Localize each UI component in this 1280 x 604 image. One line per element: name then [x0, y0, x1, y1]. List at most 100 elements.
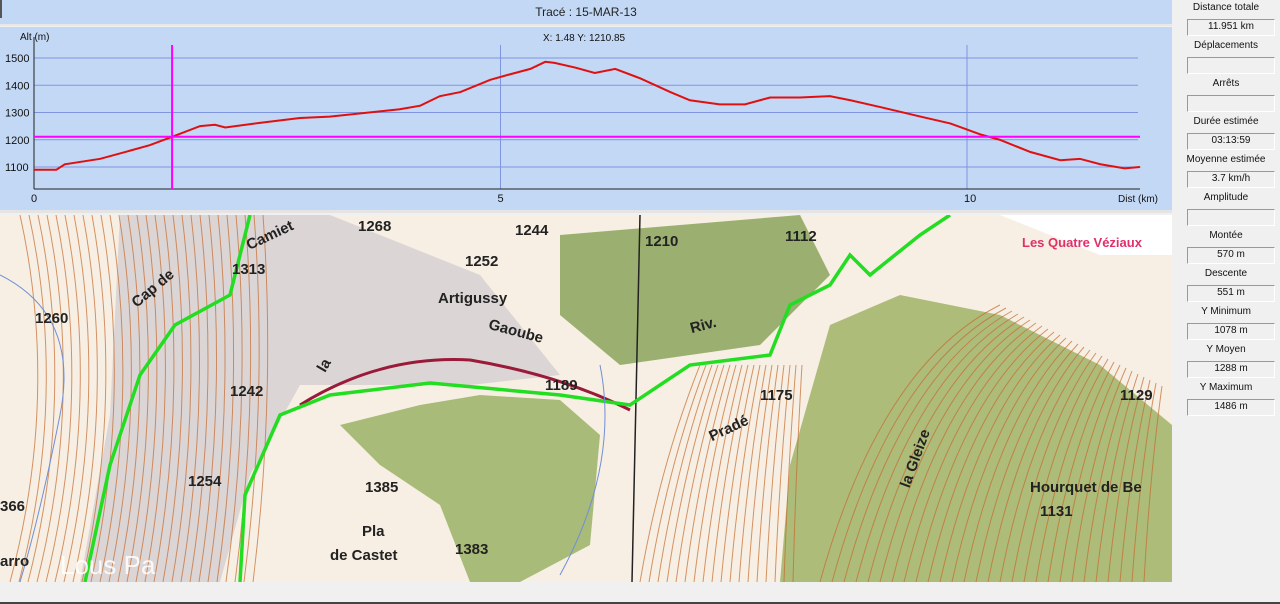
elevation-point: [63, 163, 66, 166]
elevation-point: [148, 144, 151, 146]
y-tick-label: 1200: [5, 135, 29, 147]
elevation-point: [489, 79, 492, 81]
stat-value-field: 551 m: [1187, 285, 1275, 302]
elevation-point: [849, 99, 852, 102]
map-label: 1268: [358, 218, 392, 235]
elevation-point: [398, 108, 401, 111]
y-tick-label: 1400: [5, 80, 29, 92]
map-label: 1244: [515, 222, 549, 239]
stat-value-field: 1288 m: [1187, 361, 1275, 378]
contour-lines: [9, 215, 1163, 582]
stats-panel: Distance totale 11.951 km Déplacements Arrê…: [1172, 0, 1280, 582]
elevation-point: [544, 61, 547, 63]
elevation-point: [1029, 151, 1032, 153]
elevation-point: [224, 126, 227, 129]
map-label: 1189: [545, 377, 578, 394]
elevation-chart-svg[interactable]: 1500 1400 1300 1200 1100 0 5 10 Alt (m) Dist (km)…: [0, 27, 1172, 210]
elevation-point: [1123, 167, 1126, 170]
elevation-point: [689, 99, 691, 102]
map-label: Pla: [362, 523, 385, 540]
stat-value-field: 1078 m: [1187, 323, 1275, 340]
stat-label: Distance totale: [1192, 2, 1260, 13]
elevation-point: [1079, 158, 1081, 160]
elevation-point: [949, 122, 952, 125]
map-label: Les Quatre Véziaux: [1022, 235, 1142, 250]
stat-value-field: 03:13:59: [1187, 133, 1275, 150]
stat-value-field: 3.7 km/h: [1187, 171, 1275, 188]
y-tick-label: 1500: [5, 53, 29, 65]
map-label: 1175: [760, 387, 793, 404]
elevation-point: [439, 95, 441, 97]
elevation-point: [459, 91, 462, 93]
stat-label: Arrêts: [1212, 78, 1240, 89]
elevation-line: [34, 60, 1140, 171]
elevation-point: [829, 95, 831, 97]
elevation-point: [199, 125, 201, 127]
map-label: 1129: [1120, 387, 1153, 404]
elevation-point: [1099, 163, 1102, 166]
map-label: 1313: [232, 261, 266, 278]
track-title: Tracé : 15-MAR-13: [0, 0, 1172, 26]
gps-track-east: [238, 215, 951, 582]
x-axis-label: Dist (km): [1118, 194, 1158, 205]
x-tick-label: 5: [498, 193, 504, 205]
stat-value-field: 1486 m: [1187, 399, 1275, 416]
map-watermark: Lous Pa: [60, 550, 156, 580]
y-tick-label: 1300: [5, 108, 29, 120]
elevation-point: [639, 77, 642, 80]
map-label: 1112: [785, 228, 817, 245]
elevation-point: [979, 133, 981, 136]
elevation-point: [328, 115, 331, 118]
map-label: 1131: [1040, 503, 1073, 520]
elevation-point: [574, 66, 576, 69]
elevation-point: [33, 168, 35, 171]
stat-label: Durée estimée: [1193, 116, 1259, 127]
map-label: 1385: [365, 479, 399, 496]
stat-value-field: [1187, 95, 1275, 112]
stat-label: Montée: [1209, 230, 1243, 241]
map-label: de Castet: [330, 547, 398, 564]
elevation-point: [919, 115, 922, 118]
gps-track-west: [83, 215, 252, 582]
elevation-profile-chart[interactable]: 1500 1400 1300 1200 1100 0 5 10 Alt (m) Dist (km)…: [0, 27, 1172, 213]
cursor-readout: X: 1.48 Y: 1210.85: [543, 33, 626, 44]
elevation-point: [129, 149, 131, 152]
elevation-point: [1138, 166, 1141, 168]
elevation-point: [299, 117, 301, 119]
y-axis-label: Alt (m): [20, 32, 49, 43]
elevation-point: [553, 62, 556, 64]
stat-label: Y Maximum: [1199, 382, 1253, 393]
map-label: 366: [0, 498, 26, 515]
y-tick-label: 1100: [5, 162, 29, 174]
stat-label: Amplitude: [1203, 192, 1249, 203]
stat-label: Moyenne estimée: [1186, 154, 1266, 165]
elevation-point: [509, 73, 511, 76]
stat-label: Y Minimum: [1201, 306, 1251, 317]
elevation-point: [614, 68, 617, 70]
elevation-point: [669, 91, 672, 93]
stat-label: Déplacements: [1194, 40, 1258, 51]
elevation-point: [879, 106, 882, 108]
map-label: Hourquet de Be: [1030, 479, 1142, 496]
elevation-point: [744, 103, 746, 106]
map-label: 1260: [35, 310, 69, 327]
elevation-point: [55, 168, 58, 171]
map-label: 1383: [455, 541, 489, 558]
stat-value-field: [1187, 57, 1275, 74]
stat-label: Descente: [1204, 268, 1248, 279]
map-label: 1210: [645, 233, 679, 250]
map-label: Artigussy: [438, 290, 508, 307]
elevation-point: [214, 123, 216, 126]
elevation-point: [258, 122, 261, 124]
elevation-point: [799, 96, 801, 99]
topographic-map[interactable]: Camiet 1313 1268 1244 1252 1210 1112 Les Quatre…: [0, 215, 1172, 582]
map-label: 1242: [230, 383, 264, 400]
map-label: arro: [0, 553, 30, 570]
map-label: 1254: [188, 473, 222, 490]
elevation-point: [1059, 159, 1062, 161]
stat-value-field: 11.951 km: [1187, 19, 1275, 36]
x-tick-label: 10: [964, 193, 976, 205]
elevation-point: [529, 68, 532, 70]
map-background: [0, 215, 1172, 582]
elevation-point: [769, 96, 771, 99]
